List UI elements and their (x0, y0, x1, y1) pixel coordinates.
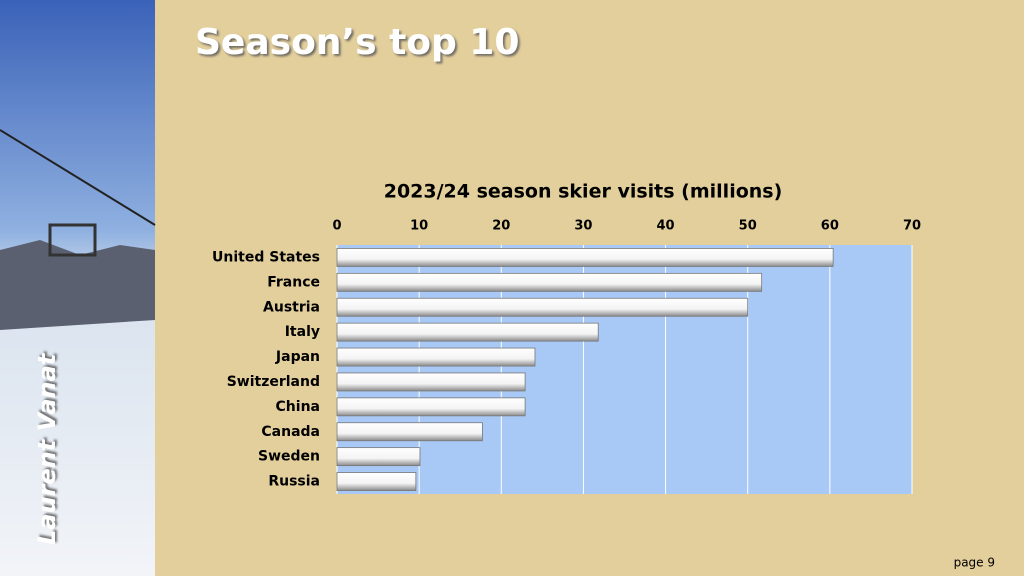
photo-cable (0, 129, 156, 226)
x-tick-label: 60 (821, 219, 839, 234)
bar (336, 447, 421, 467)
bar (336, 472, 417, 491)
x-tick-label: 40 (657, 219, 675, 234)
bar (336, 422, 483, 442)
bar (336, 322, 599, 342)
y-tick-label: Canada (261, 424, 320, 440)
y-tick-label: China (276, 399, 320, 415)
bar (336, 297, 749, 317)
x-tick-label: 10 (410, 219, 428, 234)
y-tick-label: Sweden (258, 449, 320, 465)
bar (336, 272, 763, 292)
slide-title: Season’s top 10 (195, 22, 519, 63)
y-tick-label: France (267, 274, 320, 290)
x-tick-label: 70 (903, 219, 921, 234)
y-tick-label: Austria (263, 299, 320, 315)
x-tick-label: 50 (739, 219, 757, 234)
chart-title: 2023/24 season skier visits (millions) (384, 181, 783, 203)
bar (336, 347, 536, 367)
x-tick-label: 30 (574, 219, 592, 234)
photo-chairlift (48, 223, 97, 257)
bar (336, 372, 526, 392)
y-tick-label: Russia (268, 474, 320, 490)
x-tick-label: 0 (332, 219, 341, 234)
x-tick-label: 20 (492, 219, 510, 234)
y-tick-label: United States (212, 249, 320, 265)
photo-trees (0, 240, 155, 330)
y-tick-label: Italy (285, 324, 320, 340)
bar (336, 248, 834, 267)
y-tick-label: Japan (275, 349, 320, 365)
bar (336, 397, 526, 417)
author: Laurent Vanat (33, 352, 61, 545)
y-tick-label: Switzerland (227, 374, 320, 390)
page-number: page 9 (954, 556, 995, 570)
